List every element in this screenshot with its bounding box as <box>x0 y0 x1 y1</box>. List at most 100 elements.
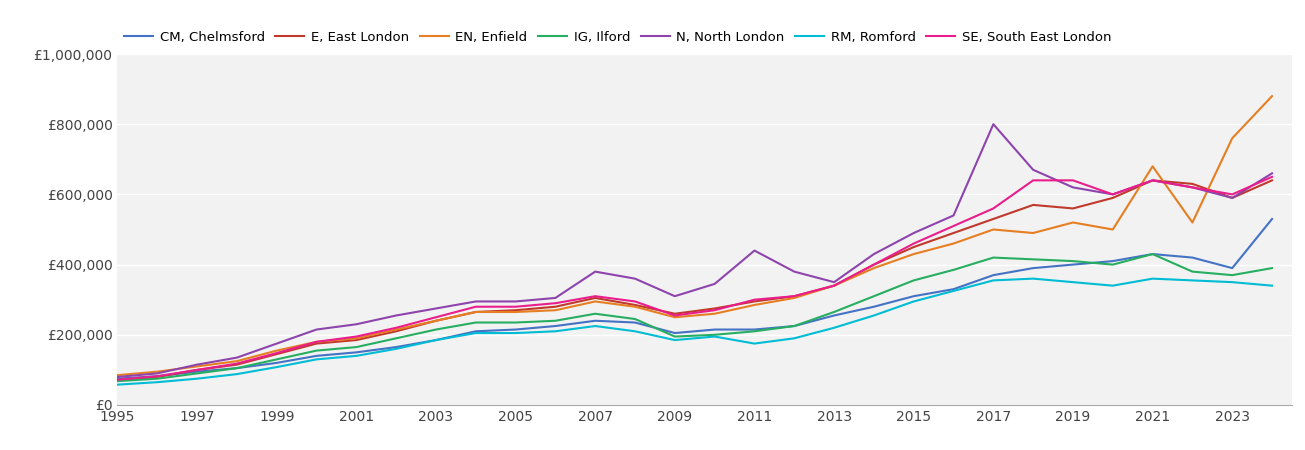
SE, South East London <box>707 307 723 313</box>
N, North London <box>189 362 205 367</box>
RM, Romford <box>269 364 284 370</box>
E, East London <box>1065 206 1081 211</box>
N, North London <box>468 299 484 304</box>
CM, Chelmsford <box>1265 216 1280 222</box>
RM, Romford <box>946 288 962 294</box>
E, East London <box>1224 195 1240 201</box>
E, East London <box>548 304 564 310</box>
IG, Ilford <box>985 255 1001 260</box>
SE, South East London <box>667 313 683 318</box>
CM, Chelmsford <box>1144 252 1160 257</box>
E, East London <box>628 302 643 308</box>
E, East London <box>428 318 444 324</box>
SE, South East London <box>110 377 125 382</box>
N, North London <box>628 276 643 281</box>
IG, Ilford <box>1105 262 1121 267</box>
RM, Romford <box>746 341 762 346</box>
CM, Chelmsford <box>1224 266 1240 271</box>
EN, Enfield <box>110 373 125 378</box>
SE, South East London <box>428 315 444 320</box>
CM, Chelmsford <box>389 344 405 350</box>
N, North London <box>906 230 921 236</box>
E, East London <box>1026 202 1041 207</box>
SE, South East London <box>587 293 603 299</box>
RM, Romford <box>985 278 1001 283</box>
IG, Ilford <box>1265 266 1280 271</box>
CM, Chelmsford <box>348 350 364 355</box>
Line: EN, Enfield: EN, Enfield <box>117 96 1272 375</box>
CM, Chelmsford <box>1026 266 1041 271</box>
SE, South East London <box>867 262 882 267</box>
N, North London <box>508 299 523 304</box>
CM, Chelmsford <box>707 327 723 332</box>
N, North London <box>787 269 803 274</box>
RM, Romford <box>1265 283 1280 288</box>
SE, South East London <box>1105 192 1121 197</box>
RM, Romford <box>309 357 325 362</box>
N, North London <box>985 122 1001 127</box>
SE, South East London <box>348 334 364 339</box>
IG, Ilford <box>428 327 444 332</box>
EN, Enfield <box>787 295 803 301</box>
IG, Ilford <box>150 376 166 382</box>
E, East London <box>946 230 962 236</box>
EN, Enfield <box>587 299 603 304</box>
SE, South East London <box>1144 178 1160 183</box>
N, North London <box>867 252 882 257</box>
IG, Ilford <box>389 336 405 341</box>
CM, Chelmsford <box>1105 258 1121 264</box>
RM, Romford <box>587 323 603 328</box>
N, North London <box>348 322 364 327</box>
Line: SE, South East London: SE, South East London <box>117 177 1272 380</box>
CM, Chelmsford <box>787 323 803 328</box>
SE, South East London <box>508 304 523 310</box>
E, East London <box>667 311 683 316</box>
E, East London <box>906 244 921 250</box>
E, East London <box>150 374 166 380</box>
SE, South East London <box>269 351 284 356</box>
E, East London <box>508 307 523 313</box>
SE, South East London <box>189 367 205 373</box>
E, East London <box>1265 178 1280 183</box>
IG, Ilford <box>707 332 723 338</box>
N, North London <box>1065 184 1081 190</box>
IG, Ilford <box>746 328 762 334</box>
E, East London <box>468 309 484 315</box>
N, North London <box>389 313 405 318</box>
CM, Chelmsford <box>110 376 125 382</box>
EN, Enfield <box>707 311 723 316</box>
IG, Ilford <box>826 309 842 315</box>
E, East London <box>189 367 205 373</box>
Line: CM, Chelmsford: CM, Chelmsford <box>117 219 1272 379</box>
RM, Romford <box>787 336 803 341</box>
EN, Enfield <box>1105 227 1121 232</box>
E, East London <box>389 328 405 334</box>
N, North London <box>428 306 444 311</box>
RM, Romford <box>428 338 444 343</box>
N, North London <box>746 248 762 253</box>
SE, South East London <box>628 299 643 304</box>
SE, South East London <box>150 374 166 379</box>
SE, South East London <box>1185 184 1201 190</box>
SE, South East London <box>230 361 245 366</box>
E, East London <box>826 283 842 288</box>
RM, Romford <box>508 330 523 336</box>
CM, Chelmsford <box>906 293 921 299</box>
N, North London <box>1026 167 1041 172</box>
Line: IG, Ilford: IG, Ilford <box>117 254 1272 381</box>
IG, Ilford <box>587 311 603 316</box>
EN, Enfield <box>1144 164 1160 169</box>
IG, Ilford <box>1144 252 1160 257</box>
SE, South East London <box>787 293 803 299</box>
SE, South East London <box>826 283 842 288</box>
RM, Romford <box>110 382 125 387</box>
E, East London <box>1144 178 1160 183</box>
E, East London <box>348 338 364 343</box>
N, North London <box>946 213 962 218</box>
RM, Romford <box>1185 278 1201 283</box>
CM, Chelmsford <box>548 323 564 328</box>
CM, Chelmsford <box>946 287 962 292</box>
CM, Chelmsford <box>230 365 245 371</box>
RM, Romford <box>189 376 205 382</box>
CM, Chelmsford <box>1065 262 1081 267</box>
